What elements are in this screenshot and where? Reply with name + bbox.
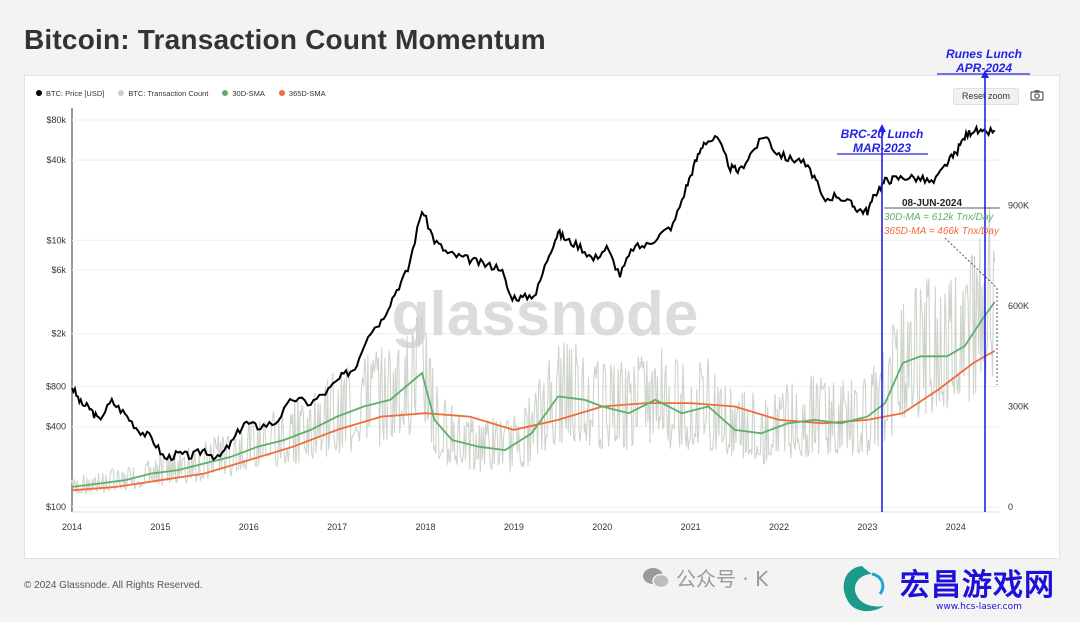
y-tick-label-left: $2k (51, 329, 66, 339)
legend-item-price[interactable]: BTC: Price [USD] (36, 89, 104, 98)
y-tick-label-left: $400 (46, 422, 66, 432)
site-logo-url: www.hcs-laser.com (936, 602, 1022, 612)
sma30-label: 30D-MA = 612k Tnx/Day (884, 212, 994, 223)
legend-item-365d-sma[interactable]: 365D-SMA (278, 88, 326, 98)
y-tick-label-left: $40k (46, 155, 66, 165)
site-logo-text: 宏昌游戏网 (900, 568, 1055, 603)
page-title: Bitcoin: Transaction Count Momentum (24, 24, 546, 55)
sma30-line (71, 301, 996, 488)
annotations: BRC-20 Lunch MAR-2023 Runes Lunch APR-20… (837, 47, 1030, 512)
x-tick-label: 2015 (150, 522, 170, 532)
brc20-label-1: BRC-20 Lunch (841, 127, 924, 141)
dragon-logo-icon (843, 566, 885, 612)
y-axis-right: 900K 600K 300K 0 (1008, 201, 1029, 513)
glassnode-watermark: glassnode (392, 280, 699, 349)
y-tick-label-left: $10k (46, 235, 66, 245)
legend-item-tx-count[interactable]: BTC: Transaction Count (118, 89, 208, 98)
brc20-arrow-icon (878, 124, 886, 132)
wechat-watermark: 公众号 · K (642, 563, 768, 592)
legend-dot-icon (222, 90, 229, 96)
y-tick-label-right: 600K (1008, 301, 1029, 311)
price-line (71, 124, 996, 462)
legend-label: BTC: Price [USD] (46, 88, 105, 98)
copyright-footer: © 2024 Glassnode. All Rights Reserved. (24, 580, 203, 591)
y-tick-label-right: 300K (1008, 402, 1029, 412)
x-tick-label: 2022 (769, 522, 789, 532)
y-tick-label-left: $80k (46, 115, 66, 125)
wechat-text: 公众号 · K (676, 567, 769, 591)
x-tick-label: 2023 (857, 522, 877, 532)
x-axis: 2014 2015 2016 2017 2018 2019 2020 2021 2022 2023… (62, 522, 966, 532)
series-layer (71, 124, 996, 492)
date-label: 08-JUN-2024 (902, 198, 962, 209)
brc20-label-2: MAR-2023 (853, 141, 911, 155)
x-tick-label: 2018 (416, 522, 436, 532)
y-tick-label-left: $100 (46, 502, 66, 512)
y-tick-label-right: 0 (1008, 502, 1013, 512)
x-tick-label: 2016 (239, 522, 259, 532)
legend-label: 30D-SMA (232, 88, 265, 98)
y-tick-label-right: 900K (1008, 201, 1029, 211)
legend-label: BTC: Transaction Count (128, 88, 209, 98)
pointer-line-1 (944, 237, 998, 289)
camera-icon[interactable] (1030, 89, 1044, 101)
wechat-icon (643, 567, 670, 588)
x-tick-label: 2020 (592, 522, 612, 532)
y-tick-label-left: $800 (46, 382, 66, 392)
x-tick-label: 2024 (946, 522, 966, 532)
sma365-line (71, 350, 996, 492)
x-tick-label: 2017 (327, 522, 347, 532)
y-axis-left: $80k $40k $10k $6k $2k $800 $400 $100 (46, 115, 67, 512)
y-tick-label-left: $6k (51, 265, 66, 275)
chart-grid (71, 108, 1000, 513)
sma365-label: 365D-MA = 466k Tnx/Day (884, 226, 1000, 237)
tx-count-line (71, 208, 996, 495)
legend-item-30d-sma[interactable]: 30D-SMA (222, 89, 265, 98)
reset-zoom-button[interactable]: Reset zoom (953, 88, 1019, 105)
x-tick-label: 2021 (681, 522, 701, 532)
legend-dot-icon (36, 90, 42, 96)
runes-label-1: Runes Lunch (946, 47, 1022, 61)
x-tick-label: 2019 (504, 522, 524, 532)
legend-label: 365D-SMA (288, 88, 326, 98)
runes-label-2: APR-2024 (955, 61, 1012, 75)
legend-dot-icon (118, 90, 125, 96)
chart-legend: BTC: Price [USD] BTC: Transaction Count … (36, 86, 326, 100)
tx-count-band (71, 208, 996, 495)
x-tick-label: 2014 (62, 522, 82, 532)
legend-dot-icon (278, 90, 285, 96)
